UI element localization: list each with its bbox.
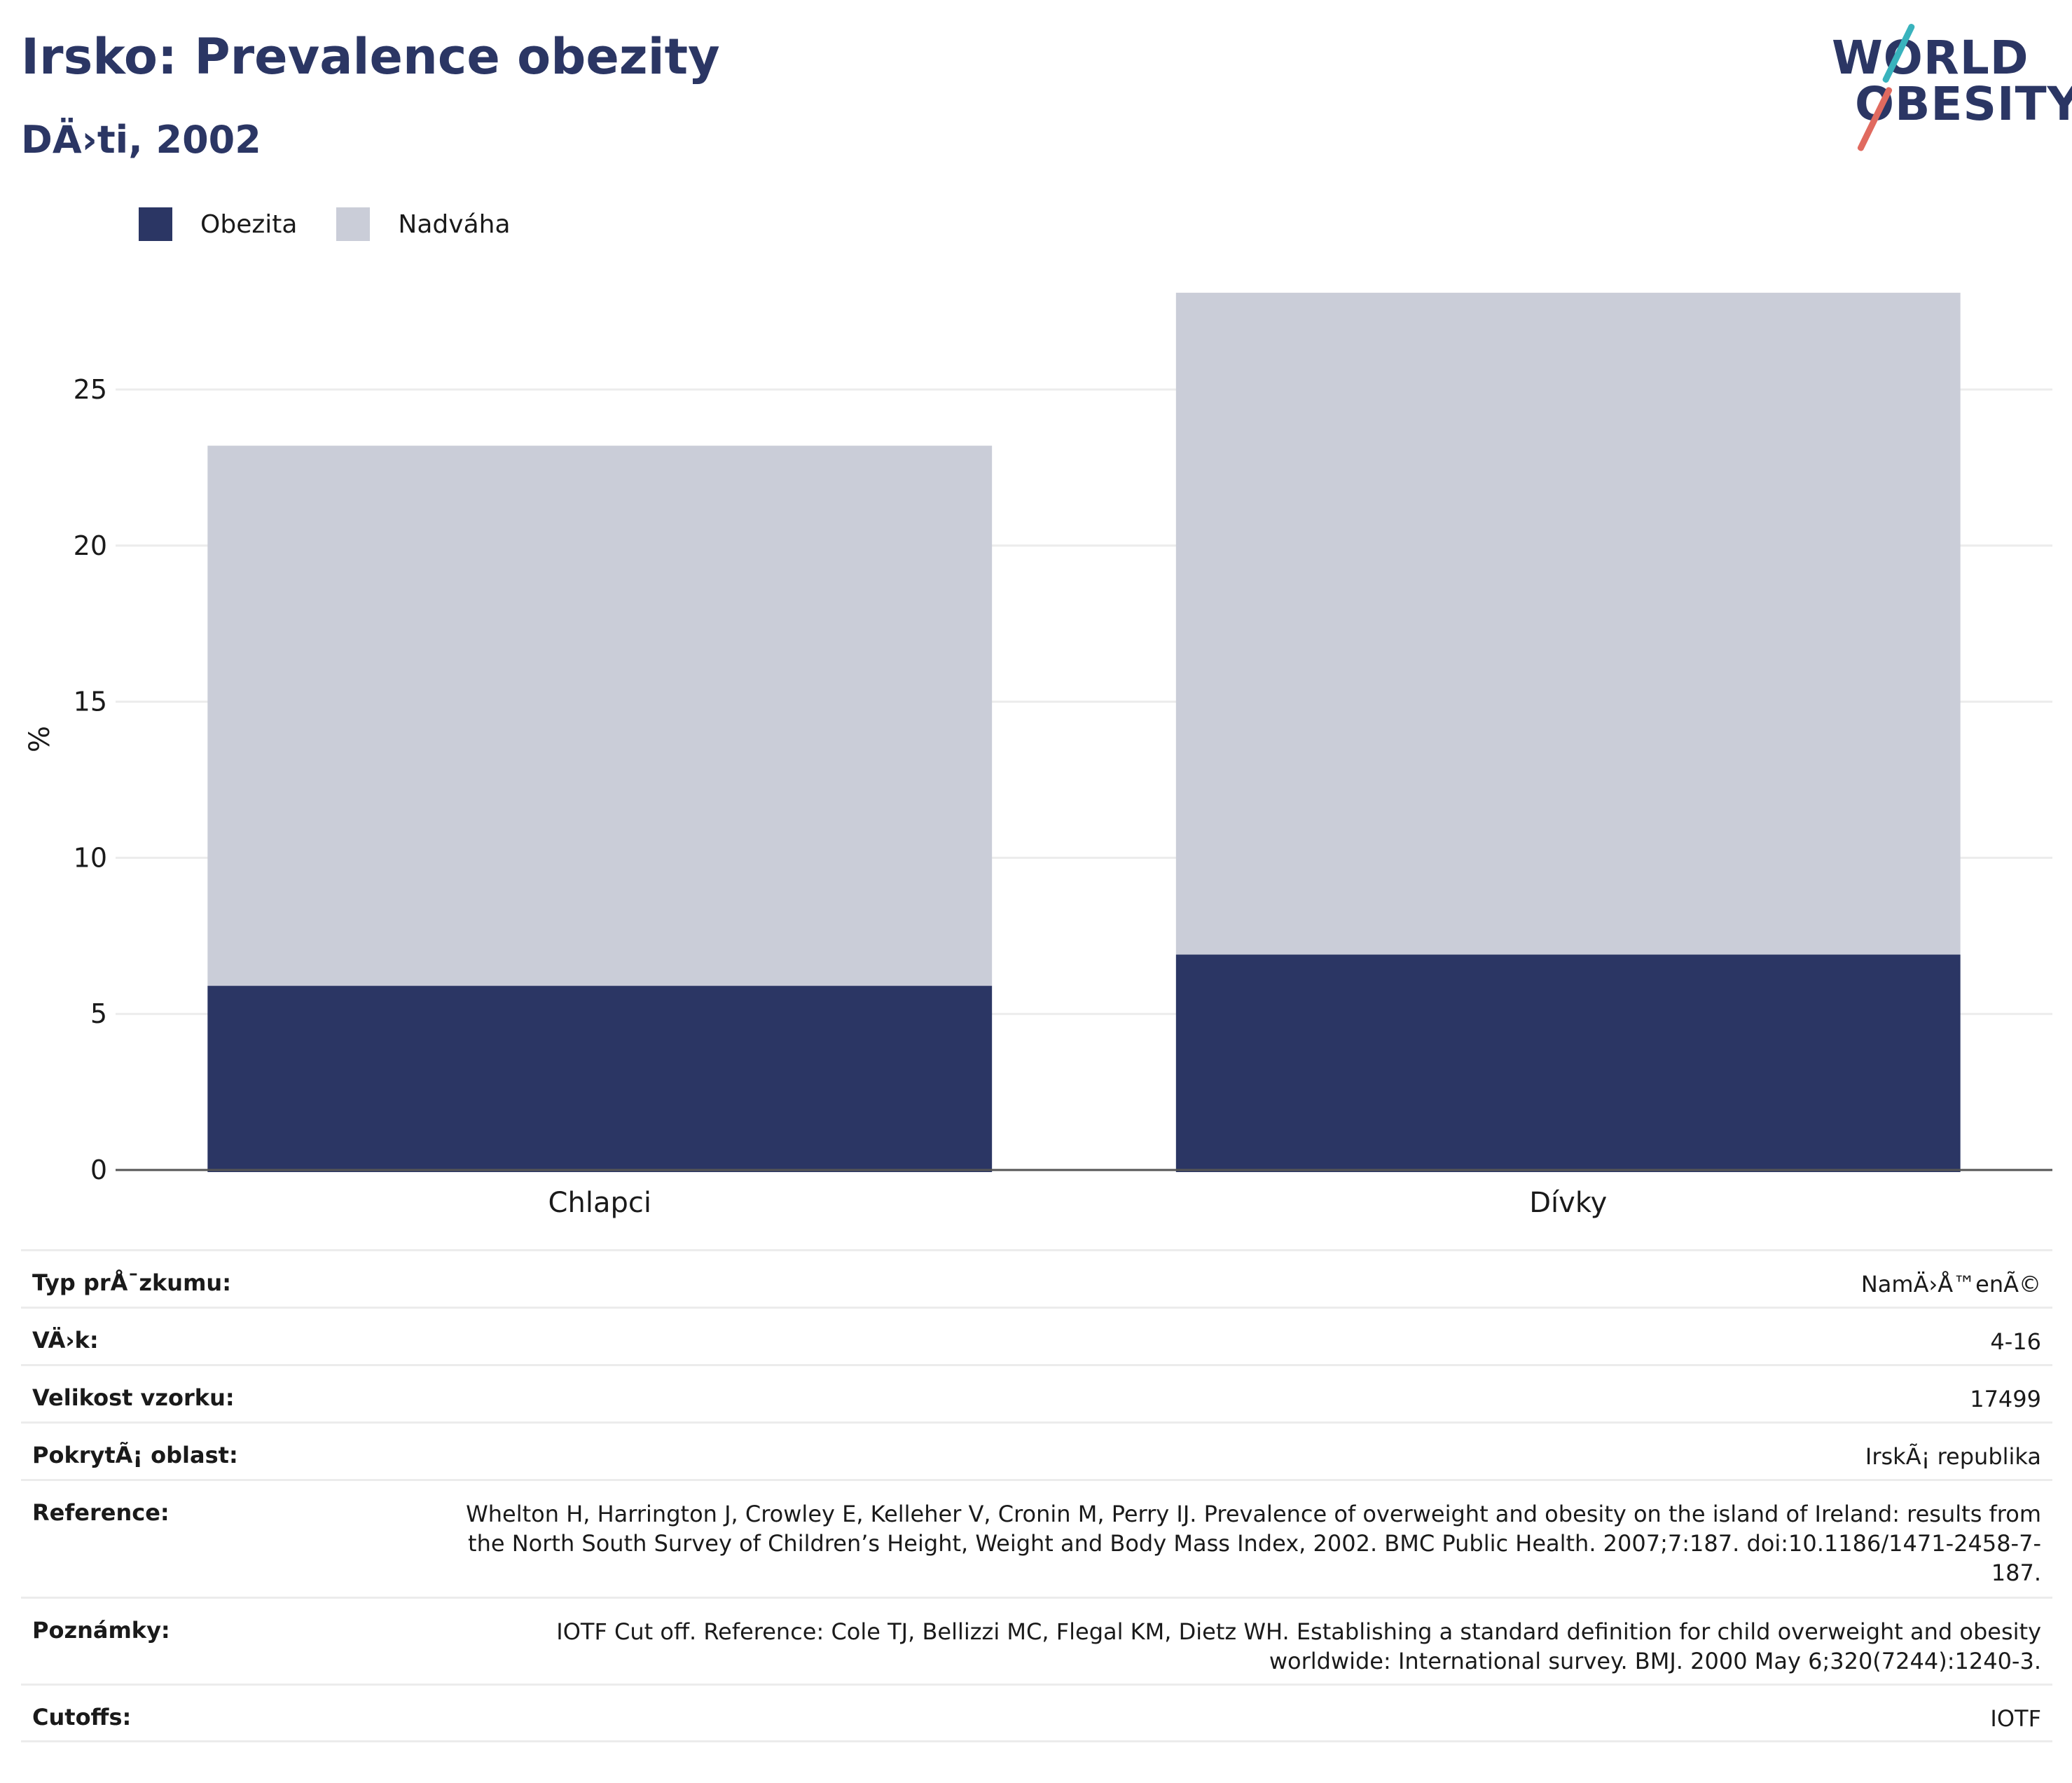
info-row: Cutoffs: IOTF (21, 1684, 2052, 1742)
survey-info-table: Typ prÅ¯zkumu: NamÄ›Å™enÃ© VÄ›k: 4-16 Veliko… (21, 1249, 2052, 1742)
y-tick-label: 5 (90, 998, 107, 1029)
legend-item-nadvaha[interactable]: Nadváha (336, 207, 511, 241)
info-row-value: IOTF Cut off. Reference: Cole TJ, Belliz… (556, 1618, 2041, 1674)
info-row-label: Typ prÅ¯zkumu: (32, 1269, 231, 1296)
info-row-label: Cutoffs: (32, 1704, 132, 1730)
info-row: Reference: Whelton H, Harrington J, Crowl… (21, 1479, 2052, 1597)
info-row: PokrytÃ¡ oblast: IrskÃ¡ republika (21, 1421, 2052, 1479)
info-row-value: IOTF (1990, 1705, 2041, 1732)
x-category-label: Chlapci (548, 1187, 651, 1219)
x-category-label: Dívky (1529, 1187, 1607, 1219)
y-tick-label: 10 (74, 842, 107, 873)
info-row: Velikost vzorku: 17499 (21, 1364, 2052, 1421)
stacked-bar-chart: 0 5 10 15 20 25% Chlapci Dívky (24, 292, 2052, 1219)
info-row-value: 17499 (1970, 1386, 2041, 1412)
info-row-value: NamÄ›Å™enÃ© (1860, 1271, 2041, 1297)
legend-swatch-obezita (139, 207, 172, 241)
legend-label-obezita: Obezita (200, 209, 298, 239)
bar-obezita (1175, 954, 1961, 1172)
info-row: Typ prÅ¯zkumu: NamÄ›Å™enÃ© (21, 1249, 2052, 1307)
info-row-label: Poznámky: (32, 1617, 170, 1644)
page-subtitle: DÄ›ti, 2002 (21, 118, 261, 162)
y-tick-label: 15 (74, 687, 107, 717)
y-tick-label: 0 (90, 1155, 107, 1185)
info-row: Poznámky: IOTF Cut off. Reference: Cole T… (21, 1597, 2052, 1684)
logo-word-world: WORLD (1832, 31, 2029, 85)
bar-obezita (207, 986, 993, 1172)
y-tick-label: 20 (74, 530, 107, 561)
y-axis-label: % (24, 726, 56, 752)
info-row-value: IrskÃ¡ republika (1865, 1443, 2041, 1470)
legend-item-obezita[interactable]: Obezita (139, 207, 297, 241)
bar-nadvaha (207, 446, 993, 986)
world-obesity-logo: WORLD OBESITY (1821, 20, 2072, 152)
info-row-label: Reference: (32, 1499, 170, 1526)
info-row-value: Whelton H, Harrington J, Crowley E, Kell… (466, 1501, 2041, 1586)
legend-swatch-nadvaha (336, 207, 371, 241)
bar-nadvaha (1175, 292, 1961, 955)
info-row-value: 4-16 (1990, 1328, 2041, 1355)
page-title: Irsko: Prevalence obezity (21, 28, 720, 85)
info-row-label: Velikost vzorku: (32, 1384, 235, 1411)
info-row-label: PokrytÃ¡ oblast: (32, 1442, 238, 1468)
info-row-label: VÄ›k: (32, 1327, 99, 1354)
legend-label-nadvaha: Nadváha (398, 209, 511, 239)
info-row: VÄ›k: 4-16 (21, 1307, 2052, 1364)
y-tick-label: 25 (74, 374, 107, 405)
chart-legend: Obezita Nadváha (139, 207, 550, 241)
